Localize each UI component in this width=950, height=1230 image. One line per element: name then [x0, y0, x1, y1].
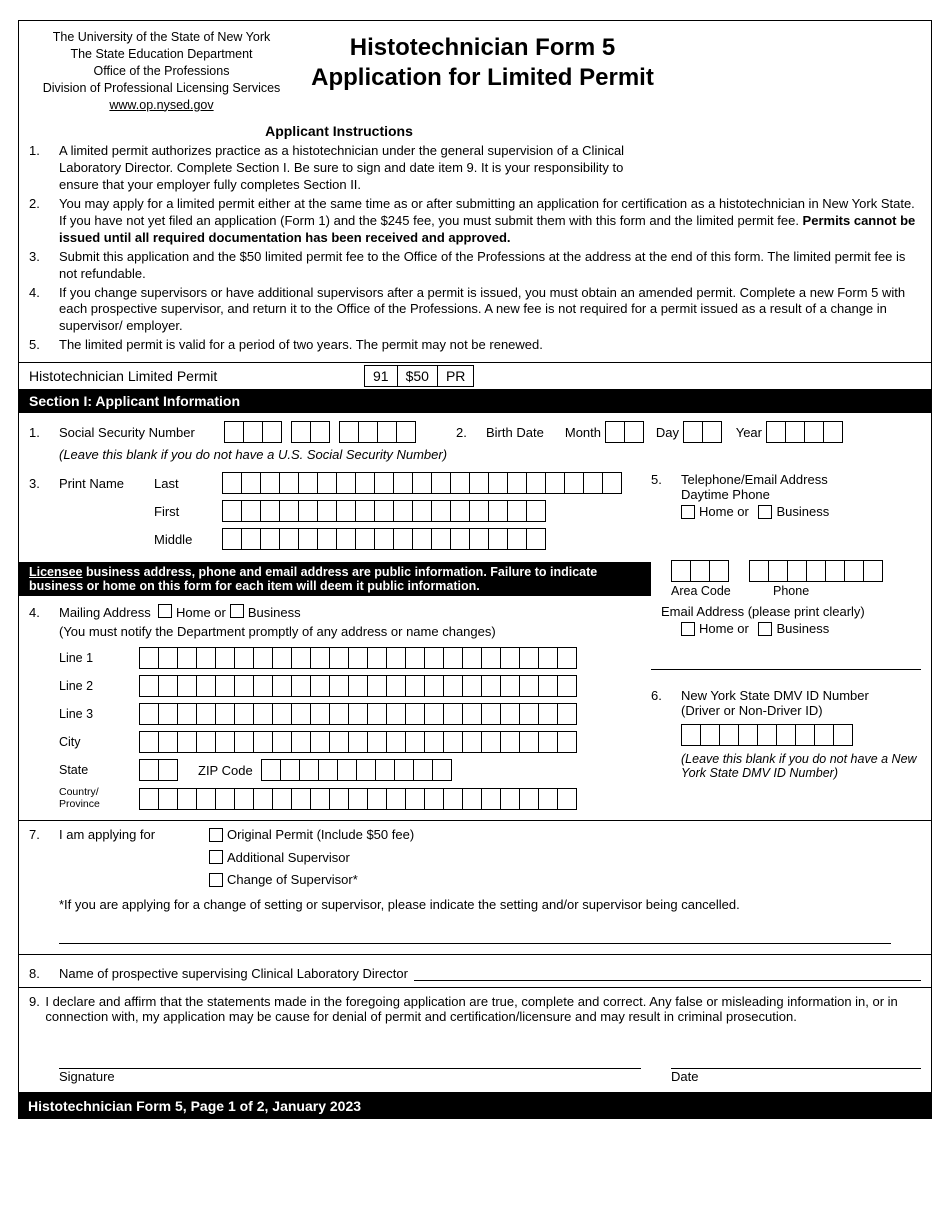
dmv-input[interactable]	[681, 724, 853, 746]
supervisor-name-input[interactable]	[414, 963, 921, 981]
day-input[interactable]	[683, 421, 722, 443]
applicant-instructions: Applicant Instructions 1.A limited permi…	[19, 123, 931, 362]
year-label: Year	[722, 425, 762, 440]
middle-label: Middle	[154, 532, 222, 547]
first-label: First	[154, 504, 222, 519]
form-title: Histotechnician Form 5 Application for L…	[294, 29, 671, 93]
change-input-line[interactable]	[59, 920, 891, 944]
phone-home-checkbox[interactable]	[681, 505, 695, 519]
addr-line3-input[interactable]	[139, 703, 577, 725]
public-info-notice: Licensee business address, phone and ema…	[19, 562, 651, 596]
phone-input[interactable]	[749, 560, 883, 582]
email-home-checkbox[interactable]	[681, 622, 695, 636]
dmv-sublabel: (Driver or Non-Driver ID)	[681, 703, 921, 718]
org-url-link[interactable]: www.op.nysed.gov	[109, 98, 213, 112]
city-input[interactable]	[139, 731, 577, 753]
phone-email-label: Telephone/Email Address	[681, 472, 828, 487]
mailing-label: Mailing Address	[59, 605, 151, 620]
month-input[interactable]	[605, 421, 644, 443]
phone-business-checkbox[interactable]	[758, 505, 772, 519]
org-line: The State Education Department	[29, 46, 294, 63]
permit-code: 91	[364, 365, 398, 387]
change-note: *If you are applying for a change of set…	[59, 897, 921, 912]
form-header: The University of the State of New York …	[19, 21, 931, 117]
issuing-org: The University of the State of New York …	[29, 29, 294, 113]
permit-type: PR	[437, 365, 474, 387]
date-label: Date	[671, 1069, 921, 1084]
email-business-checkbox[interactable]	[758, 622, 772, 636]
instr-item: If you change supervisors or have additi…	[59, 285, 921, 336]
page-footer: Histotechnician Form 5, Page 1 of 2, Jan…	[18, 1093, 932, 1119]
email-input-line[interactable]	[651, 650, 921, 670]
additional-supervisor-checkbox[interactable]	[209, 850, 223, 864]
areacode-input[interactable]	[671, 560, 729, 582]
permit-code-bar: Histotechnician Limited Permit 91 $50 PR	[19, 362, 931, 389]
addr-line2-input[interactable]	[139, 675, 577, 697]
firstname-input[interactable]	[222, 500, 546, 522]
year-input[interactable]	[766, 421, 843, 443]
supervisor-name-label: Name of prospective supervising Clinical…	[59, 966, 408, 981]
instr-item: A limited permit authorizes practice as …	[59, 143, 659, 194]
day-label: Day	[644, 425, 679, 440]
zip-input[interactable]	[261, 759, 452, 781]
month-label: Month	[556, 425, 601, 440]
original-permit-checkbox[interactable]	[209, 828, 223, 842]
country-input[interactable]	[139, 788, 577, 810]
instr-item: Submit this application and the $50 limi…	[59, 249, 921, 283]
areacode-label: Area Code	[671, 584, 753, 598]
state-input[interactable]	[139, 759, 178, 781]
org-line: Office of the Professions	[29, 63, 294, 80]
last-label: Last	[154, 476, 222, 491]
addr-line1-input[interactable]	[139, 647, 577, 669]
ssn-note: (Leave this blank if you do not have a U…	[59, 447, 921, 462]
dmv-label: New York State DMV ID Number	[681, 688, 869, 703]
section-1-header: Section I: Applicant Information	[19, 389, 931, 413]
ssn-input-group[interactable]	[224, 421, 416, 443]
ssn-label: Social Security Number	[59, 425, 224, 440]
org-line: Division of Professional Licensing Servi…	[29, 80, 294, 97]
mailing-business-checkbox[interactable]	[230, 604, 244, 618]
org-line: The University of the State of New York	[29, 29, 294, 46]
lastname-input[interactable]	[222, 472, 622, 494]
instr-item: The limited permit is valid for a period…	[59, 337, 543, 354]
change-supervisor-checkbox[interactable]	[209, 873, 223, 887]
email-label: Email Address (please print clearly)	[661, 604, 921, 619]
phone-label: Phone	[773, 584, 809, 598]
daytime-phone-label: Daytime Phone	[681, 487, 921, 502]
permit-fee: $50	[397, 365, 438, 387]
declaration-text: I declare and affirm that the statements…	[45, 994, 921, 1024]
middlename-input[interactable]	[222, 528, 546, 550]
birthdate-label: Birth Date	[486, 425, 556, 440]
row-ssn-birthdate: 1. Social Security Number 2. Birth Date …	[29, 421, 921, 443]
signature-label: Signature	[59, 1069, 641, 1084]
permit-label: Histotechnician Limited Permit	[29, 368, 364, 384]
instr-item: You may apply for a limited permit eithe…	[59, 196, 921, 247]
mailing-note: (You must notify the Department promptly…	[59, 624, 631, 639]
instructions-title: Applicant Instructions	[29, 123, 649, 139]
applying-for-label: I am applying for	[59, 827, 209, 842]
printname-label: Print Name	[59, 476, 154, 491]
dmv-note: (Leave this blank if you do not have a N…	[681, 752, 921, 780]
mailing-home-checkbox[interactable]	[158, 604, 172, 618]
